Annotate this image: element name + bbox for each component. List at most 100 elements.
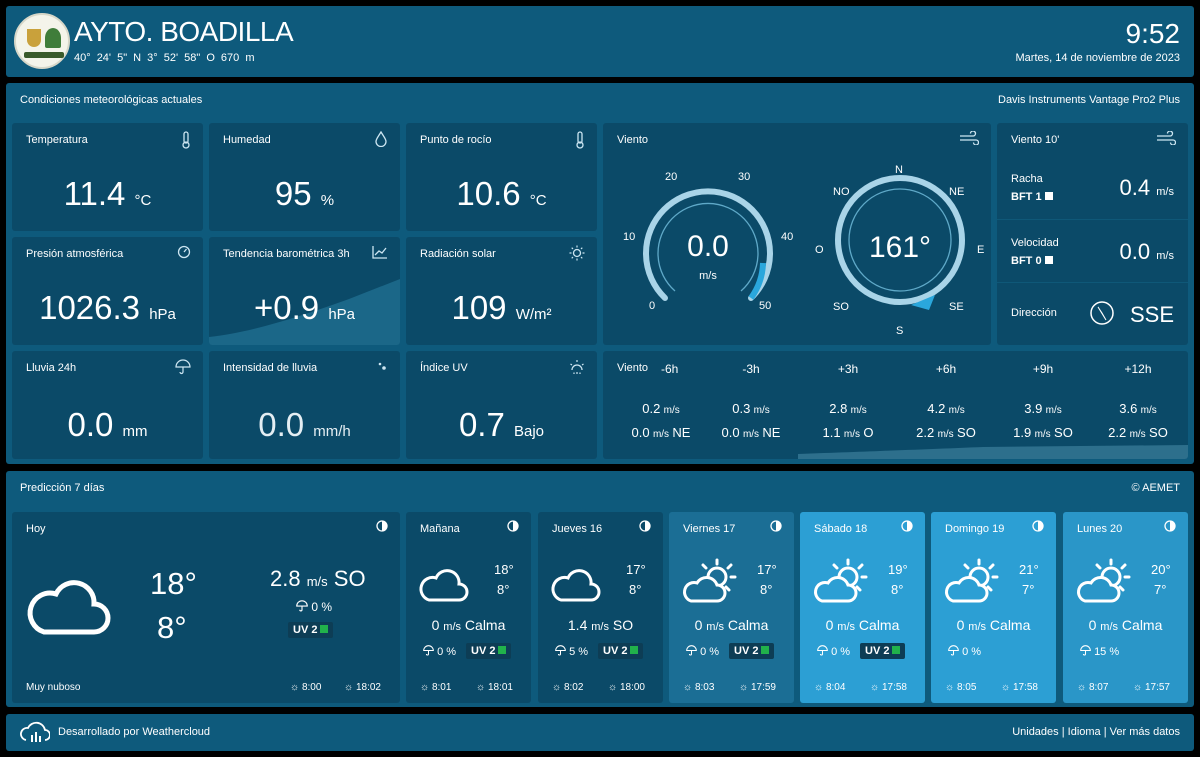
umbrella-icon <box>1080 645 1091 656</box>
language-link[interactable]: Idioma <box>1067 726 1101 738</box>
umbrella-icon <box>948 645 959 656</box>
day-wind: 0 m/s Calma <box>431 617 506 633</box>
direction-label: Dirección <box>1011 307 1057 319</box>
footer-credit[interactable]: Desarrollado por Weathercloud <box>58 726 211 738</box>
day-name: Jueves 16 <box>552 523 603 535</box>
day-max: 20° <box>1151 562 1171 577</box>
section-title: Condiciones meteorológicas actuales <box>20 94 203 106</box>
rain24-card[interactable]: Lluvia 24h 0.0 mm <box>12 351 203 459</box>
dewpoint-card[interactable]: Punto de rocío 10.6 °C <box>406 123 597 231</box>
wf-speed-5: 3.6 m/s <box>1119 401 1157 416</box>
compass-n: N <box>895 164 903 176</box>
wf-speed-1: 0.3 m/s <box>732 401 770 416</box>
partly-cloudy-icon <box>945 558 999 603</box>
current-date: Martes, 14 de noviembre de 2023 <box>1015 52 1181 64</box>
humidity-label: Humedad <box>223 134 271 146</box>
trend-chart <box>209 279 400 345</box>
compass-so: SO <box>833 301 849 313</box>
day-max: 18° <box>494 562 514 577</box>
rain24-label: Lluvia 24h <box>26 362 77 374</box>
wind10-label: Viento 10' <box>1011 134 1060 146</box>
day-uv: UV 2 <box>729 643 775 659</box>
moon-phase-icon <box>1164 520 1176 535</box>
weathercloud-logo-icon <box>20 721 50 742</box>
umbrella-icon <box>423 645 434 656</box>
forecast-day-card-1[interactable]: Jueves 16 17° 8° 1.4 m/s SO 5 % UV 2 ☼ 8:02 ☼ … <box>538 512 663 703</box>
wind-icon <box>959 130 980 148</box>
day-rain: 15 % <box>1080 645 1119 658</box>
day-rain: 0 % <box>948 645 981 658</box>
day-wind: 0 m/s Calma <box>694 617 769 633</box>
humidity-icon <box>374 130 388 150</box>
direction-row: Dirección SSE <box>997 282 1188 342</box>
temperature-card[interactable]: Temperatura 11.4 °C <box>12 123 203 231</box>
day-uv: UV 2 <box>860 643 906 659</box>
uv-card[interactable]: Índice UV 0.7 Bajo <box>406 351 597 459</box>
wf-speed-3: 4.2 m/s <box>927 401 965 416</box>
compass-ne: NE <box>949 186 965 198</box>
wind-forecast-chart <box>798 445 1188 459</box>
wind-card[interactable]: Viento 0 10 20 30 40 50 0.0 m/s N NE E S… <box>603 123 991 345</box>
compass-se: SE <box>949 301 964 313</box>
solar-value: 109 W/m² <box>451 289 552 326</box>
gauge-tick-40: 40 <box>781 231 794 243</box>
humidity-card[interactable]: Humedad 95 % <box>209 123 400 231</box>
forecast-day-card-5[interactable]: Lunes 20 20° 7° 0 m/s Calma 15 % ☼ 8:07 ☼ 17:… <box>1063 512 1188 703</box>
day-sunrise: ☼ 8:03 <box>683 682 715 693</box>
pressure-trend-card[interactable]: Tendencia barométrica 3h +0.9 hPa <box>209 237 400 345</box>
more-data-link[interactable]: Ver más datos <box>1109 726 1180 738</box>
today-uv: UV 2 <box>288 622 334 638</box>
wf-hour-4: +9h <box>1032 362 1054 376</box>
day-sunset: ☼ 17:57 <box>1133 682 1170 693</box>
umbrella-icon <box>817 645 828 656</box>
speed-value: 0.0 m/s <box>1119 239 1174 264</box>
forecast-day-card-4[interactable]: Domingo 19 21° 7° 0 m/s Calma 0 % ☼ 8:05 ☼ 17… <box>931 512 1056 703</box>
day-uv: UV 2 <box>466 643 512 659</box>
direction-value: SSE <box>1129 302 1174 327</box>
day-sunset: ☼ 17:58 <box>870 682 907 693</box>
cloud-icon <box>419 569 469 602</box>
uv-icon <box>569 359 585 378</box>
speed-label: Velocidad <box>1011 237 1059 249</box>
compass-e: E <box>977 244 985 256</box>
day-max: 17° <box>626 562 646 577</box>
day-name: Sábado 18 <box>814 523 868 535</box>
forecast-day-card-2[interactable]: Viernes 17 17° 8° 0 m/s Calma 0 % UV 2 ☼ 8:03… <box>669 512 794 703</box>
day-min: 8° <box>497 582 510 597</box>
pressure-card[interactable]: Presión atmosférica 1026.3 hPa <box>12 237 203 345</box>
gust-row: Racha BFT 1 0.4 m/s <box>997 159 1188 219</box>
wf-avg-3: 2.2 m/s SO <box>916 425 976 440</box>
wf-speed-2: 2.8 m/s <box>829 401 867 416</box>
day-name: Lunes 20 <box>1077 523 1123 535</box>
day-sunset: ☼ 18:00 <box>608 682 645 693</box>
temperature-value: 11.4 °C <box>63 175 152 212</box>
trend-icon <box>372 245 388 262</box>
forecast-day-card-0[interactable]: Mañana 18° 8° 0 m/s Calma 0 % UV 2 ☼ 8:01 ☼ 18… <box>406 512 531 703</box>
moon-phase-icon <box>639 520 651 535</box>
day-min: 8° <box>629 582 642 597</box>
moon-phase-icon <box>901 520 913 535</box>
wind-icon <box>1156 130 1177 148</box>
pressure-value: 1026.3 hPa <box>39 289 176 326</box>
wf-hour-1: -3h <box>742 362 760 376</box>
today-wind: 2.8 m/s SO <box>270 566 366 591</box>
cloud-icon <box>551 569 601 602</box>
wf-avg-5: 2.2 m/s SO <box>1108 425 1168 440</box>
humidity-value: 95 % <box>274 175 335 212</box>
wind10-card[interactable]: Viento 10' Racha BFT 1 0.4 m/s Velocidad… <box>997 123 1188 345</box>
wind-forecast-card[interactable]: Viento -6h 0.2 m/s 0.0 m/s NE -3h 0.3 m/s 0.… <box>603 351 1188 459</box>
forecast-day-card-3[interactable]: Sábado 18 19° 8° 0 m/s Calma 0 % UV 2 ☼ 8:04 ☼… <box>800 512 925 703</box>
forecast-today-card[interactable]: Hoy 18° 8° 2.8 m/s SO 0 % UV 2 Muy nubos… <box>12 512 400 703</box>
town-logo <box>14 13 70 69</box>
rain-rate-card[interactable]: Intensidad de lluvia 0.0 mm/h <box>209 351 400 459</box>
today-sunrise: ☼ 8:00 <box>290 682 322 693</box>
compass-no: NO <box>833 186 850 198</box>
solar-card[interactable]: Radiación solar 109 W/m² <box>406 237 597 345</box>
uv-label: Índice UV <box>420 362 468 374</box>
partly-cloudy-icon <box>814 558 868 603</box>
direction-arrow-icon <box>1090 301 1114 325</box>
thermometer-icon <box>181 131 191 152</box>
cloud-icon <box>27 580 111 635</box>
wf-hour-2: +3h <box>837 362 859 376</box>
units-link[interactable]: Unidades <box>1012 726 1059 738</box>
